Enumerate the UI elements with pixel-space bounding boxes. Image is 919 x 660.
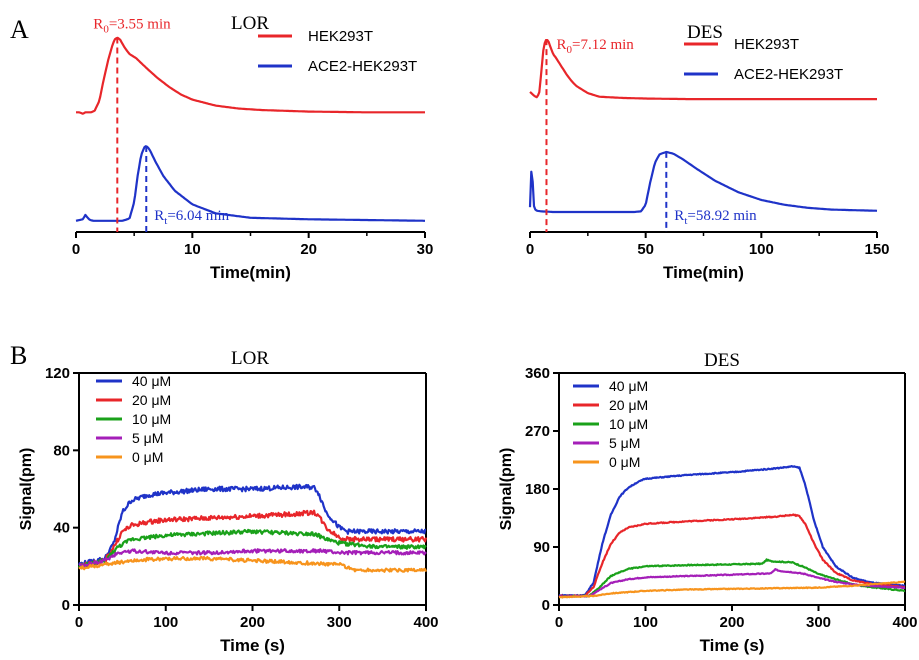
legend-label: 5 μM [609, 435, 640, 451]
series-line [78, 548, 427, 568]
x-tick-label: 10 [184, 241, 201, 258]
legend-label: 10 μM [609, 416, 648, 432]
x-axis-label: Time(min) [210, 263, 291, 282]
retention-marker-label: R0=3.55 min [93, 17, 171, 36]
legend-label: 40 μM [132, 373, 171, 389]
panel-label-b: B [10, 341, 27, 370]
x-tick-label: 300 [327, 614, 352, 631]
x-tick-label: 0 [72, 241, 80, 258]
x-tick-label: 300 [806, 614, 831, 631]
legend-label: ACE2-HEK293T [308, 58, 417, 75]
series-line [78, 555, 428, 573]
x-axis-label: Time (s) [220, 636, 285, 655]
chart-title: DES [704, 350, 740, 371]
y-tick-label: 120 [45, 365, 70, 382]
series-line [76, 36, 425, 115]
series-line [78, 528, 427, 569]
series-line [75, 145, 425, 222]
x-tick-label: 50 [637, 241, 654, 258]
legend-label: ACE2-HEK293T [734, 66, 843, 83]
y-tick-label: 360 [525, 365, 550, 382]
retention-label-value: =7.12 min [572, 37, 634, 53]
chart-b-des: DES 0 100 200 300 400 Time (s) 0 90 180 270 360 Sign… [498, 350, 918, 655]
legend-label: 0 μM [132, 449, 163, 465]
series-line [558, 513, 906, 598]
retention-label-value: =6.04 min [167, 208, 229, 224]
x-tick-label: 400 [413, 614, 438, 631]
chart-a-des: DES 0 50 100 150 Time(min) HEK293T ACE2-HEK293T… [526, 22, 890, 282]
retention-label-sub: 0 [566, 44, 572, 56]
series-line [78, 483, 427, 567]
x-tick-label: 200 [240, 614, 265, 631]
retention-marker-label: R0=7.12 min [556, 37, 634, 56]
legend-label: 20 μM [132, 392, 171, 408]
x-tick-label: 150 [864, 241, 889, 258]
x-axis-label: Time(min) [663, 263, 744, 282]
retention-label-base: R [556, 37, 566, 53]
x-tick-label: 400 [892, 614, 917, 631]
retention-label-base: R [674, 208, 684, 224]
x-tick-label: 20 [300, 241, 317, 258]
legend-label: 10 μM [132, 411, 171, 427]
legend-label: 0 μM [609, 454, 640, 470]
series-line [558, 567, 906, 599]
retention-marker-label: Rt=58.92 min [674, 208, 757, 227]
x-tick-label: 30 [417, 241, 434, 258]
chart-title: DES [687, 22, 723, 43]
x-tick-label: 0 [75, 614, 83, 631]
retention-label-sub: 0 [103, 24, 109, 36]
legend-label: HEK293T [308, 28, 373, 45]
chart-b-lor: LOR 0 100 200 300 400 Time (s) 0 40 80 120 Signal(p… [18, 348, 439, 655]
retention-label-base: R [93, 17, 103, 33]
legend-label: HEK293T [734, 36, 799, 53]
panel-label-a: A [10, 15, 29, 44]
x-axis-label: Time (s) [700, 636, 765, 655]
series-line [558, 465, 906, 597]
retention-marker-label: Rt=6.04 min [154, 208, 229, 227]
series-line [528, 150, 878, 214]
x-tick-label: 100 [749, 241, 774, 258]
legend-label: 5 μM [132, 430, 163, 446]
retention-label-value: =3.55 min [109, 17, 171, 33]
y-tick-label: 270 [525, 423, 550, 440]
chart-title: LOR [231, 348, 269, 369]
x-tick-label: 100 [633, 614, 658, 631]
y-tick-label: 180 [525, 481, 550, 498]
retention-label-value: =58.92 min [687, 208, 757, 224]
series-line [529, 38, 877, 101]
y-tick-label: 0 [542, 597, 550, 614]
y-tick-label: 80 [53, 442, 70, 459]
legend-label: 20 μM [609, 397, 648, 413]
retention-label-base: R [154, 208, 164, 224]
legend-label: 40 μM [609, 378, 648, 394]
x-tick-label: 0 [555, 614, 563, 631]
retention-label-sub: t [684, 215, 687, 227]
y-tick-label: 0 [62, 597, 70, 614]
chart-title: LOR [231, 13, 269, 34]
x-tick-label: 200 [719, 614, 744, 631]
retention-label-sub: t [164, 215, 167, 227]
y-tick-label: 40 [53, 520, 70, 537]
y-axis-label: Signal(pm) [498, 448, 515, 531]
y-tick-label: 90 [533, 539, 550, 556]
y-axis-label: Signal(pm) [18, 448, 35, 531]
x-tick-label: 0 [526, 241, 534, 258]
x-tick-label: 100 [153, 614, 178, 631]
series-line [558, 580, 906, 599]
series-line [78, 509, 428, 568]
